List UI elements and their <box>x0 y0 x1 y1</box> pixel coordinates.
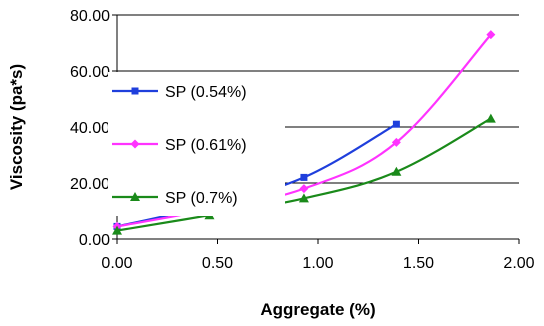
x-tick-label-3: 1.50 <box>403 255 434 272</box>
x-axis-ticks: 0.00 0.50 1.00 1.50 2.00 <box>101 239 535 272</box>
y-tick-label-2: 40.00 <box>70 120 110 137</box>
y-tick-label-4: 80.00 <box>70 8 110 25</box>
legend: SP (0.54%) SP (0.61%) SP (0.7%) <box>108 72 285 216</box>
data-point-2-4 <box>485 113 496 123</box>
y-tick-label-1: 20.00 <box>70 176 110 193</box>
legend-item-0: SP (0.54%) <box>112 84 247 101</box>
data-point-2-3 <box>391 166 402 176</box>
legend-swatch-marker-2 <box>130 192 140 201</box>
legend-label-2: SP (0.7%) <box>165 190 238 207</box>
x-tick-label-2: 1.00 <box>302 255 333 272</box>
legend-label-0: SP (0.54%) <box>165 84 247 101</box>
data-point-0-2 <box>300 173 308 181</box>
legend-item-2: SP (0.7%) <box>112 190 238 207</box>
data-point-0-3 <box>392 120 400 128</box>
x-tick-label-0: 0.00 <box>101 255 132 272</box>
y-axis-ticks: 0.00 20.00 40.00 60.00 80.00 <box>70 8 117 249</box>
y-tick-label-0: 0.00 <box>79 232 110 249</box>
legend-label-1: SP (0.61%) <box>165 137 247 154</box>
data-point-1-3 <box>391 137 401 147</box>
series-2 <box>112 113 496 235</box>
data-point-1-2 <box>299 184 309 194</box>
data-point-2-2 <box>298 193 309 203</box>
y-tick-label-3: 60.00 <box>70 64 110 81</box>
legend-swatch-marker-1 <box>130 139 140 149</box>
y-axis-title: Viscosity (pa*s) <box>7 64 26 190</box>
legend-item-1: SP (0.61%) <box>112 137 247 154</box>
data-point-1-4 <box>486 30 496 40</box>
x-axis-title: Aggregate (%) <box>260 300 375 319</box>
x-tick-label-1: 0.50 <box>202 255 233 272</box>
x-tick-label-4: 2.00 <box>503 255 534 272</box>
data-point-2-0 <box>112 225 122 235</box>
legend-swatch-marker-0 <box>131 87 139 95</box>
